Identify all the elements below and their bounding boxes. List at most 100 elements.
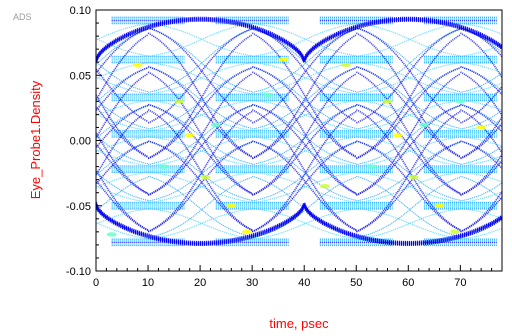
density-transition [355,104,461,197]
density-transition [148,61,253,95]
density-hotspot [340,62,351,68]
y-tick-label: -0.10 [66,266,91,278]
x-tick-label: 40 [298,277,310,289]
x-axis-title: time, psec [269,316,329,331]
density-transition [96,105,149,158]
density-transition [460,109,502,130]
density-transition [356,207,461,240]
x-axis: 0 10 20 30 40 50 60 70 [93,265,493,289]
density-hotspot [158,164,169,169]
y-tick-label: 0.10 [70,5,91,17]
density-transition [356,27,461,123]
x-tick-label: 0 [93,277,99,289]
density-transition [356,176,461,239]
density-transition [355,71,461,195]
density-transition [96,142,149,195]
density-transition [96,222,149,240]
density-transition [252,99,357,132]
density-transition [148,171,253,203]
density-transition [148,136,253,167]
density-transition [356,136,461,167]
density-transition [0,24,44,57]
density-hotspot [418,122,429,128]
density-transition [148,207,253,240]
density-transition [460,195,502,233]
density-hotspot [408,174,419,180]
density-transition [147,66,253,160]
x-tick-label: 50 [350,277,362,289]
density-transition [96,176,149,212]
density-transition [355,110,461,233]
density-transition [251,71,357,195]
density-transition [96,179,149,232]
density-hotspot [476,125,487,130]
density-transition [147,141,253,233]
density-hotspot [392,133,403,138]
density-transition [251,104,357,197]
density-transition [251,141,357,233]
density-transition [96,110,149,177]
density-transition [147,27,253,123]
density-transition [251,108,357,231]
density-transition [460,145,502,166]
density-transition [96,141,149,186]
y-tick-label: 0.00 [70,136,91,148]
density-hotspot [434,203,445,208]
density-transition [251,34,357,159]
density-transition [147,65,253,158]
density-hotspot [278,57,289,62]
density-transition [96,28,149,75]
density-hotspot [450,229,461,235]
density-transition [355,66,461,160]
density-transition [356,23,461,57]
density-transition [147,104,253,197]
density-transition [356,65,461,158]
density-transition [148,62,253,95]
density-transition [252,136,357,167]
density-transition [96,93,149,158]
y-tick-label: -0.05 [66,201,91,213]
density-hotspot [226,203,237,208]
density-hotspot [455,99,466,104]
density-transition [252,171,357,204]
density-transition [460,153,502,196]
density-envelope-bottom [96,202,502,245]
app-tag: ADS [13,12,32,22]
x-tick-label: 30 [246,277,258,289]
density-transition [356,62,461,95]
density-transition [148,208,253,240]
x-tick-label: 70 [454,277,466,289]
density-transition [460,122,502,160]
density-hotspot [200,174,211,180]
density-transition [252,22,357,57]
density-transition [0,209,44,239]
density-envelope-bottom [96,200,502,244]
density-hotspot [382,99,393,104]
density-transition [251,66,357,160]
density-transition [460,182,502,202]
density-transition [460,115,502,159]
density-transition [147,32,253,158]
density-transition [96,66,149,112]
density-transition [96,171,149,201]
density-transition [252,62,357,95]
density-transition [96,67,149,123]
density-transition [148,136,253,167]
x-tick-label: 20 [194,277,206,289]
density-transition [148,171,253,204]
density-transition [148,99,253,132]
density-hotspot [132,62,143,68]
density-transition [252,207,357,240]
density-plot [0,16,502,247]
density-hotspot [262,92,273,98]
density-transition [355,28,461,124]
density-hotspot [366,164,377,169]
density-transition [147,71,253,195]
y-tick-label: 0.05 [70,70,91,82]
density-hotspot [106,232,117,237]
density-transition [356,136,461,167]
density-transition [460,27,502,58]
density-transition [355,34,461,159]
density-hotspot [320,183,331,189]
density-transition [96,149,149,167]
